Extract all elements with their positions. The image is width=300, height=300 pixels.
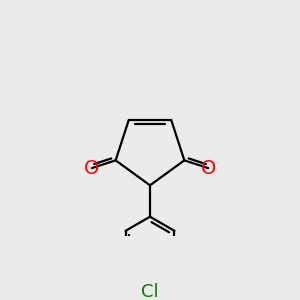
Text: O: O [201,159,216,178]
Text: O: O [84,159,99,178]
Text: Cl: Cl [141,283,159,300]
